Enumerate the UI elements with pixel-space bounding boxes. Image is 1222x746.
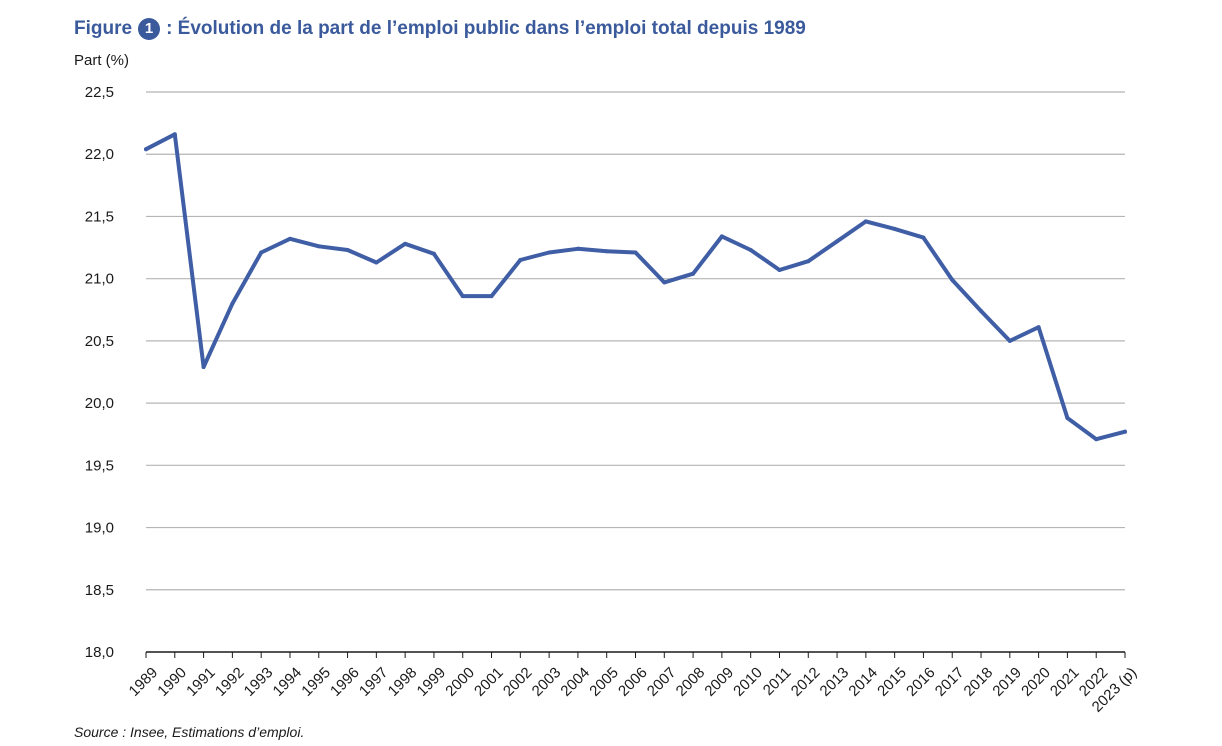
x-tick-label: 2017: [932, 664, 968, 700]
x-tick-label: 2002: [500, 664, 536, 700]
y-tick-label: 22,5: [85, 84, 114, 101]
data-point: [691, 271, 696, 276]
data-point: [604, 249, 609, 254]
x-tick-label: 1994: [270, 664, 306, 700]
x-tick-label: 2004: [557, 664, 593, 700]
x-tick-label: 2012: [788, 664, 824, 700]
data-point: [633, 250, 638, 255]
data-point: [719, 234, 724, 239]
data-point: [575, 246, 580, 251]
x-tick-label: 2010: [730, 664, 766, 700]
x-tick-label: 1989: [126, 664, 162, 700]
y-tick-label: 18,0: [85, 644, 114, 661]
x-axis-ticks: 1989199019911992199319941995199619971998…: [126, 652, 1140, 716]
data-point: [259, 250, 264, 255]
data-point: [1094, 437, 1099, 442]
x-tick-label: 1997: [356, 664, 392, 700]
x-tick-label: 2011: [760, 664, 795, 699]
y-axis-label: Part (%): [74, 52, 130, 69]
data-point: [863, 219, 868, 224]
data-point: [979, 309, 984, 314]
data-point: [892, 226, 897, 231]
x-tick-label: 1995: [298, 664, 334, 700]
data-point: [950, 277, 955, 282]
data-point: [921, 235, 926, 240]
x-tick-label: 2013: [817, 664, 853, 700]
data-point: [1065, 416, 1070, 421]
grid-lines: [146, 91, 1125, 653]
data-point: [431, 251, 436, 256]
x-tick-label: 1992: [212, 664, 248, 700]
data-point: [460, 294, 465, 299]
x-tick-label: 2014: [845, 664, 881, 700]
y-axis-ticks: 18,0 18,5 19,0 19,5 20,0 20,5 21,0 21,5 22,0 22,5: [85, 84, 114, 661]
y-tick-label: 19,5: [85, 457, 114, 474]
x-tick-label: 2007: [644, 664, 680, 700]
x-tick-label: 2005: [586, 664, 622, 700]
data-point: [662, 280, 667, 285]
x-tick-label: 2001: [471, 664, 507, 700]
chart-title: Figure 1 : Évolution de la part de l’emp…: [74, 18, 806, 40]
data-point: [547, 250, 552, 255]
data-point: [144, 147, 148, 152]
x-tick-label: 1993: [241, 664, 277, 700]
data-point: [1007, 338, 1012, 343]
x-tick-label: 1991: [183, 664, 219, 700]
x-tick-label: 1998: [385, 664, 421, 700]
data-point: [748, 248, 753, 253]
x-tick-label: 2018: [961, 664, 997, 700]
data-point: [489, 294, 494, 299]
x-tick-label: 2021: [1047, 664, 1083, 700]
data-point: [1036, 325, 1041, 330]
x-tick-label: 2016: [903, 664, 939, 700]
x-tick-label: 2020: [1018, 664, 1054, 700]
figure-number-badge: 1: [138, 18, 161, 40]
x-tick-label: 2008: [673, 664, 709, 700]
data-point: [403, 241, 408, 246]
data-point: [172, 132, 177, 137]
x-tick-label: 2000: [442, 664, 478, 700]
data-point: [518, 258, 523, 262]
y-tick-label: 21,0: [85, 271, 114, 288]
x-tick-label: 1996: [327, 664, 363, 700]
data-point: [230, 301, 235, 306]
x-tick-label: 1999: [414, 664, 450, 700]
series-line-0: [144, 132, 1127, 442]
data-point: [345, 248, 350, 253]
y-tick-label: 20,0: [85, 395, 114, 412]
y-tick-label: 21,5: [85, 208, 114, 225]
x-tick-label: 2009: [701, 664, 737, 700]
x-tick-label: 2015: [874, 664, 910, 700]
data-point: [316, 244, 321, 249]
figure-prefix: Figure: [74, 18, 133, 39]
y-tick-label: 20,5: [85, 333, 114, 350]
data-point: [835, 239, 840, 244]
series-group: [144, 132, 1127, 442]
x-tick-label: 2019: [989, 664, 1025, 700]
data-point: [287, 236, 292, 241]
y-tick-label: 19,0: [85, 520, 114, 537]
source-note: Source : Insee, Estimations d’emploi.: [74, 724, 305, 740]
data-point: [806, 259, 811, 264]
x-tick-label: 2003: [529, 664, 565, 700]
data-point: [1123, 429, 1127, 434]
x-tick-label: 1990: [154, 664, 190, 700]
figure-title-text: : Évolution de la part de l’emploi publi…: [166, 18, 806, 39]
data-point: [374, 260, 379, 265]
x-tick-label: 2006: [615, 664, 651, 700]
data-point: [201, 365, 206, 370]
data-point: [777, 267, 782, 272]
y-tick-label: 22,0: [85, 146, 114, 163]
y-tick-label: 18,5: [85, 582, 114, 599]
